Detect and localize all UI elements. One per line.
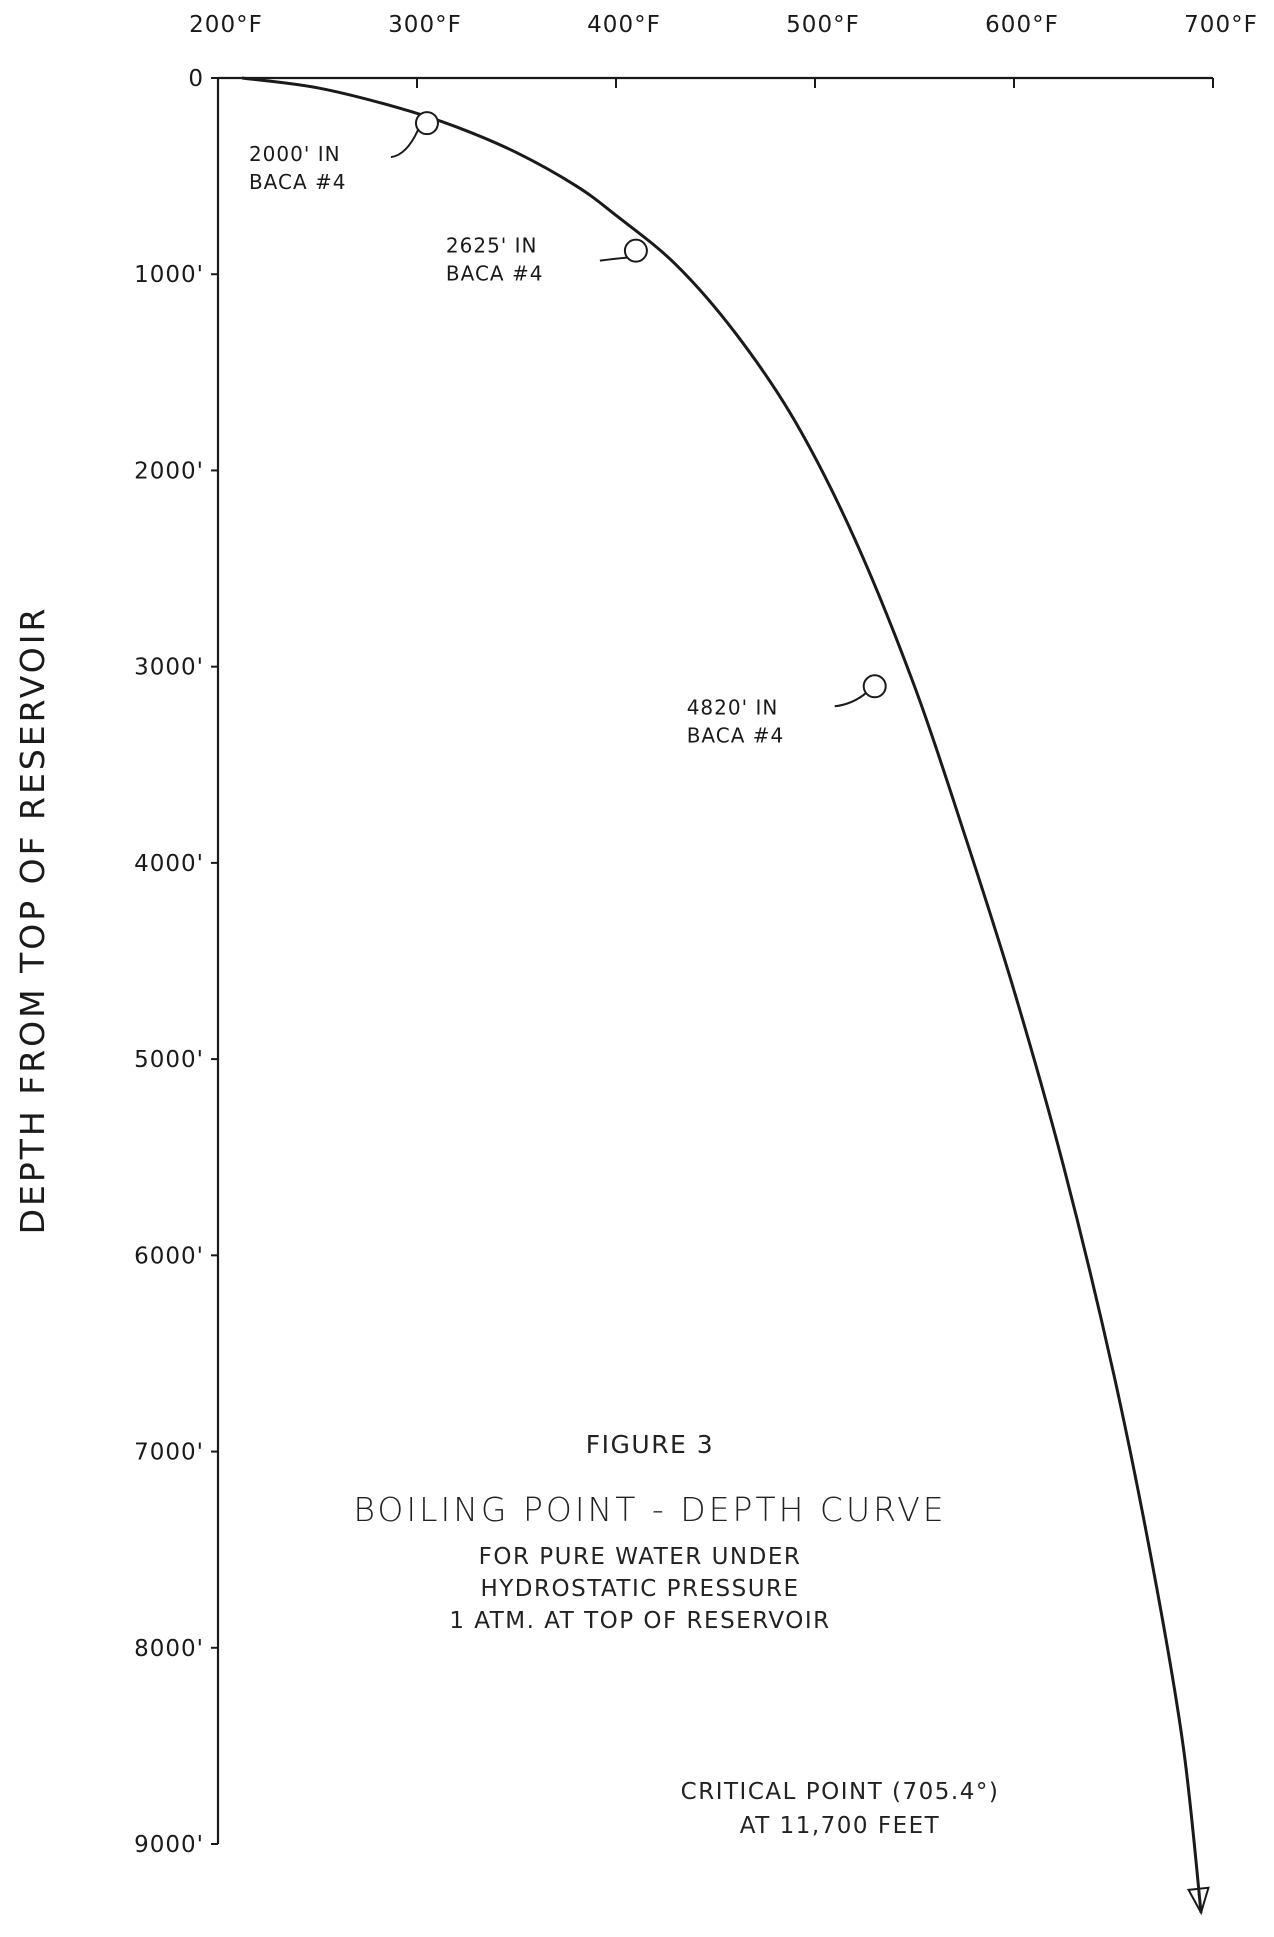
point-leader-arrow [834, 692, 867, 708]
chart-title: BOILING POINT - DEPTH CURVE [353, 1490, 947, 1529]
y-tick-label: 1000' [134, 262, 204, 288]
y-tick-label: 2000' [134, 458, 204, 484]
x-tick-label: 700°F [1184, 12, 1258, 38]
subtitle-line: 1 ATM. AT TOP OF RESERVOIR [449, 1608, 831, 1634]
point-leader-arrow [390, 129, 419, 159]
point-label: 2625' IN [446, 234, 538, 258]
point-label: BACA #4 [249, 170, 347, 194]
data-point-marker [623, 238, 648, 263]
y-tick-label: 4000' [134, 851, 204, 877]
y-tick-label: 3000' [134, 655, 204, 681]
data-point-marker [414, 111, 439, 136]
curve-end-arrow [1186, 1886, 1210, 1916]
x-tick-label: 300°F [388, 12, 462, 38]
point-label: BACA #4 [446, 262, 544, 286]
y-tick-label: 5000' [134, 1047, 204, 1073]
figure-label: FIGURE 3 [585, 1430, 715, 1459]
y-axis-label: DEPTH FROM TOP OF RESERVOIR [13, 606, 52, 1235]
x-tick-label: 200°F [189, 12, 263, 38]
note-line: AT 11,700 FEET [739, 1813, 941, 1839]
point-leader-arrow [599, 256, 627, 262]
y-tick-label: 6000' [134, 1243, 204, 1269]
note-line: CRITICAL POINT (705.4°) [680, 1779, 1000, 1805]
chart-subtitle: FOR PURE WATER UNDER HYDROSTATIC PRESSUR… [320, 1541, 960, 1637]
subtitle-line: HYDROSTATIC PRESSURE [480, 1576, 800, 1602]
data-point-marker [862, 674, 887, 699]
critical-point-note: CRITICAL POINT (705.4°) AT 11,700 FEET [560, 1775, 1120, 1843]
x-tick-label: 500°F [786, 12, 860, 38]
y-tick-label: 7000' [134, 1440, 204, 1466]
x-tick-label: 600°F [985, 12, 1059, 38]
x-tick-label: 400°F [587, 12, 661, 38]
y-tick-label: 8000' [134, 1636, 204, 1662]
point-label: BACA #4 [687, 723, 785, 747]
point-label: 2000' IN [249, 142, 341, 166]
y-tick-label: 0 [188, 66, 204, 92]
subtitle-line: FOR PURE WATER UNDER [478, 1544, 802, 1570]
boiling-point-curve [241, 76, 1203, 1913]
y-tick-label: 9000' [134, 1832, 204, 1858]
point-label: 4820' IN [687, 695, 779, 719]
